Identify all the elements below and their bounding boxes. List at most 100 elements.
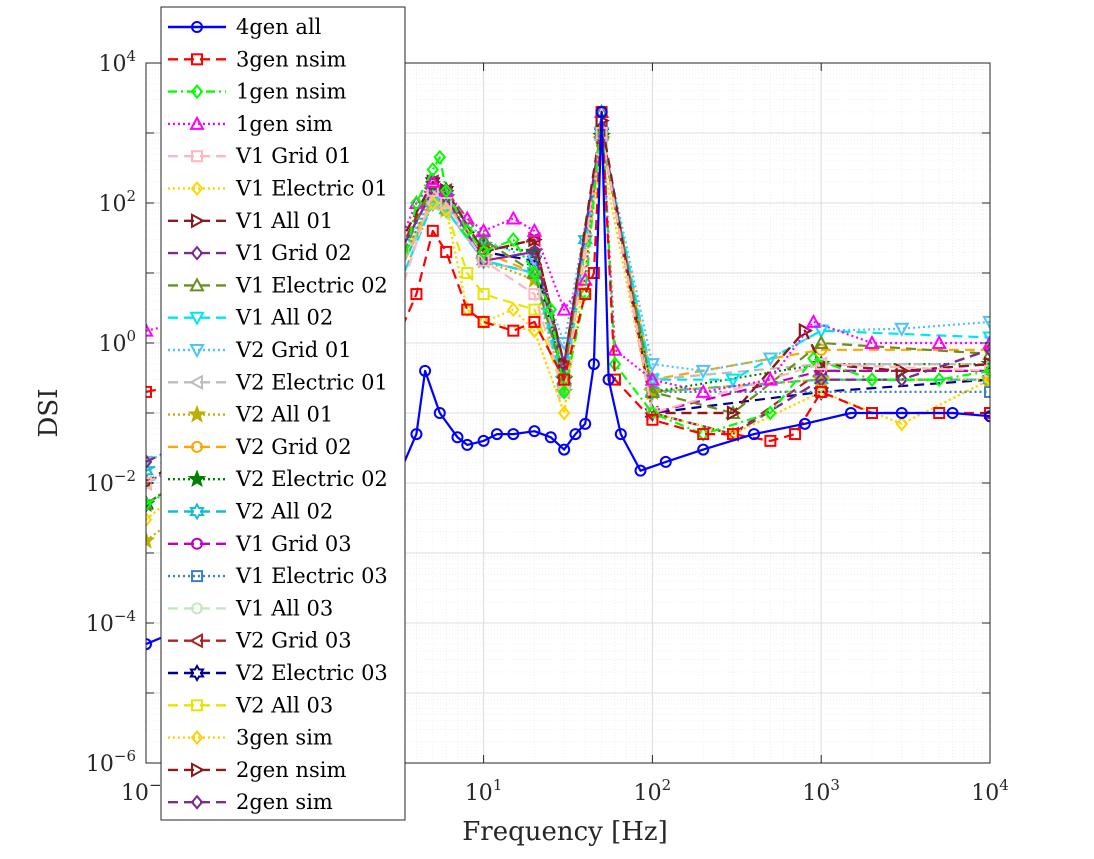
series-line	[146, 110, 990, 646]
data-point-marker	[191, 213, 206, 229]
data-point-marker	[528, 425, 541, 438]
data-point-marker	[191, 150, 203, 163]
series-line	[146, 131, 990, 484]
y-tick-label: 10−4	[86, 607, 136, 637]
legend-label: V2 Electric 03	[235, 661, 388, 685]
legend-entry: V1 Electric 03	[168, 564, 388, 588]
data-point-marker	[460, 223, 474, 239]
legend-entry: V2 Grid 02	[168, 435, 352, 459]
legend-entry: 1gen nsim	[168, 80, 346, 104]
data-point-marker	[895, 372, 909, 388]
data-point-marker	[815, 343, 828, 356]
y-tick-label: 100	[98, 327, 136, 357]
data-point-marker	[426, 184, 439, 197]
series-line	[146, 110, 990, 393]
data-point-marker	[189, 311, 205, 326]
data-point-marker	[507, 302, 520, 318]
legend-label: 2gen nsim	[236, 758, 346, 782]
legend-label: 3gen sim	[236, 726, 333, 750]
legend-entry: V1 All 01	[168, 209, 333, 233]
legend-entry: V2 All 02	[168, 500, 333, 524]
legend-entry: V1 Grid 03	[168, 532, 352, 556]
data-point-marker	[789, 428, 802, 441]
data-point-marker	[695, 383, 711, 398]
legend-label: 3gen nsim	[236, 47, 346, 71]
legend-label: 4gen all	[236, 15, 322, 39]
data-point-marker	[439, 183, 453, 199]
legend-entry: V2 All 01	[168, 403, 333, 427]
legend-entry: V1 All 02	[168, 306, 333, 330]
legend-entry: 3gen sim	[168, 726, 333, 750]
legend-label: V1 All 01	[235, 209, 333, 233]
legend-entry: V1 Grid 02	[168, 241, 352, 265]
x-axis-label: Frequency [Hz]	[462, 817, 668, 847]
data-point-marker	[190, 730, 204, 746]
legend-label: 1gen nsim	[236, 80, 346, 104]
legend-label: 1gen sim	[236, 112, 333, 136]
data-point-marker	[634, 464, 647, 477]
legend-label: V1 All 03	[235, 596, 333, 620]
data-point-marker	[190, 180, 204, 197]
data-point-marker	[191, 570, 203, 583]
data-point-marker	[189, 115, 205, 130]
series-line	[146, 153, 990, 521]
legend-entry: V2 Electric 02	[168, 467, 388, 491]
data-point-marker	[507, 232, 520, 248]
legend-entry: 2gen nsim	[168, 758, 346, 782]
data-point-marker	[528, 265, 541, 281]
legend-entry: 3gen nsim	[168, 47, 346, 71]
data-point-marker	[477, 244, 490, 260]
data-point-marker	[507, 428, 520, 441]
data-point-marker	[982, 331, 990, 346]
data-point-marker	[146, 455, 154, 471]
data-point-marker	[579, 288, 592, 301]
data-point-marker	[191, 21, 203, 33]
data-point-marker	[844, 407, 857, 419]
data-point-marker	[189, 344, 205, 359]
data-point-marker	[146, 461, 154, 480]
data-point-marker	[507, 324, 520, 337]
data-point-marker	[410, 288, 423, 301]
data-point-marker	[477, 288, 490, 301]
y-axis-label: DSI	[34, 389, 64, 438]
legend-label: V2 Electric 01	[235, 370, 388, 394]
data-point-marker	[187, 404, 207, 423]
data-point-marker	[188, 374, 203, 390]
data-point-marker	[614, 428, 627, 441]
data-point-marker	[187, 469, 207, 488]
data-point-marker	[528, 315, 541, 328]
data-point-marker	[189, 502, 205, 521]
data-point-marker	[895, 407, 908, 419]
x-tick-label: 103	[802, 776, 840, 806]
data-point-marker	[725, 373, 741, 388]
data-point-marker	[426, 224, 439, 237]
legend-label: 2gen sim	[236, 790, 333, 814]
legend-entry: V2 Grid 01	[168, 338, 352, 362]
data-point-marker	[426, 162, 440, 178]
data-point-marker	[419, 364, 432, 377]
legend-label: V1 Electric 03	[235, 564, 388, 588]
data-point-marker	[695, 364, 711, 379]
legend-label: V1 All 02	[235, 306, 333, 330]
legend-entry: V1 Electric 01	[168, 177, 388, 201]
legend-label: V2 Grid 01	[235, 338, 352, 362]
y-tick-label: 10−6	[86, 747, 136, 777]
data-point-marker	[815, 358, 828, 371]
legend-entry: 1gen sim	[168, 112, 333, 136]
x-tick-label: 104	[971, 776, 1009, 806]
legend-entry: V2 Electric 01	[168, 370, 388, 394]
data-point-marker	[146, 385, 152, 398]
legend-entry: V2 Electric 03	[168, 661, 388, 685]
data-point-marker	[433, 407, 446, 419]
data-point-marker	[146, 512, 153, 528]
data-point-marker	[505, 210, 522, 225]
data-point-marker	[410, 195, 423, 211]
legend-entry: V1 Grid 01	[168, 144, 352, 168]
data-point-marker	[932, 372, 946, 388]
data-point-marker	[146, 454, 153, 470]
legend-label: V2 Electric 02	[235, 467, 388, 491]
series-line	[146, 110, 990, 442]
data-point-marker	[748, 428, 761, 441]
